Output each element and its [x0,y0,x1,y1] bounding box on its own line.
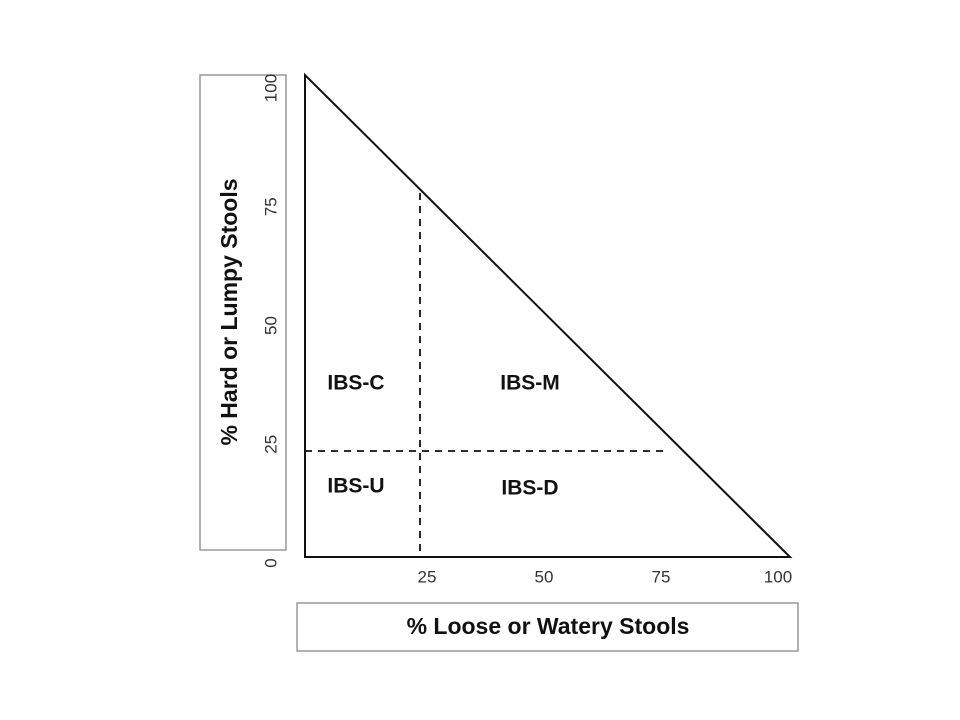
y-tick-label: 25 [261,435,280,454]
triangle [304,72,793,558]
y-tick-label: 100 [261,74,280,102]
x-axis-box [296,602,799,652]
x-tick-label: 25 [418,567,437,586]
y-axis-box [199,74,287,551]
x-axis-title: % Loose or Watery Stools [407,613,690,639]
y-tick-label: 50 [261,316,280,335]
y-tick-label: 0 [261,558,280,567]
x-tick-label: 50 [535,567,554,586]
region-label: IBS-C [327,372,384,395]
y-tick-label: 75 [261,197,280,216]
region-label: IBS-U [327,475,384,498]
y-axis-title: % Hard or Lumpy Stools [216,178,242,445]
x-tick-label: 75 [652,567,671,586]
region-label: IBS-D [501,477,558,500]
region-label: IBS-M [500,372,560,395]
x-tick-label: 100 [764,567,792,586]
